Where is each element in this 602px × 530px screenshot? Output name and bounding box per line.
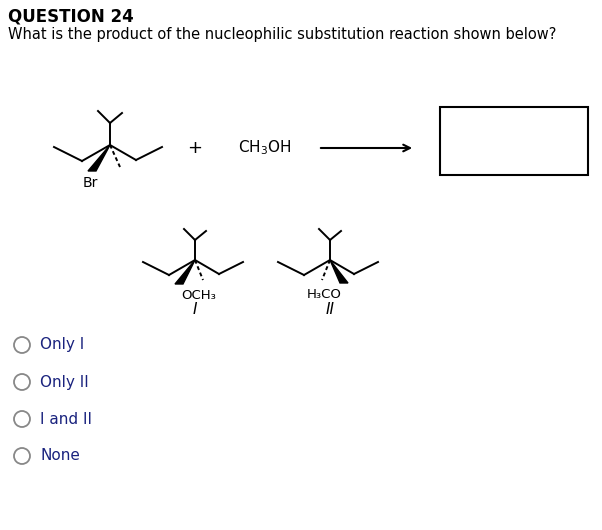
Text: QUESTION 24: QUESTION 24 bbox=[8, 8, 134, 26]
Text: CH$_3$OH: CH$_3$OH bbox=[238, 139, 291, 157]
Text: I: I bbox=[193, 302, 197, 317]
Text: OCH₃: OCH₃ bbox=[181, 289, 216, 302]
Text: What is the product of the nucleophilic substitution reaction shown below?: What is the product of the nucleophilic … bbox=[8, 27, 556, 42]
Text: H₃CO: H₃CO bbox=[307, 288, 342, 301]
Polygon shape bbox=[88, 145, 110, 171]
Text: Only I: Only I bbox=[40, 338, 84, 352]
Text: Br: Br bbox=[82, 176, 98, 190]
Text: +: + bbox=[187, 139, 202, 157]
Bar bbox=[440, 107, 588, 175]
Text: I and II: I and II bbox=[40, 411, 92, 427]
Text: II: II bbox=[326, 302, 335, 317]
Polygon shape bbox=[330, 260, 348, 283]
Text: Only II: Only II bbox=[40, 375, 88, 390]
Polygon shape bbox=[175, 260, 195, 284]
Text: None: None bbox=[40, 448, 80, 464]
